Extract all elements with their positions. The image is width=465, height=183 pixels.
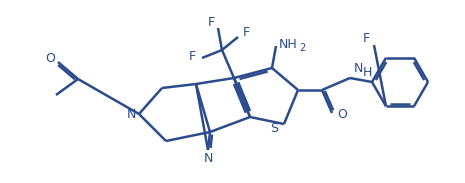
Text: O: O <box>45 51 55 64</box>
Text: N: N <box>353 63 363 76</box>
Text: S: S <box>270 122 278 135</box>
Text: F: F <box>188 51 196 64</box>
Text: N: N <box>203 152 213 165</box>
Text: H: H <box>362 66 372 79</box>
Text: F: F <box>207 16 214 29</box>
Text: F: F <box>362 33 370 46</box>
Text: 2: 2 <box>299 43 305 53</box>
Text: NH: NH <box>279 38 298 51</box>
Text: F: F <box>242 27 250 40</box>
Text: O: O <box>337 109 347 122</box>
Text: N: N <box>126 107 136 120</box>
